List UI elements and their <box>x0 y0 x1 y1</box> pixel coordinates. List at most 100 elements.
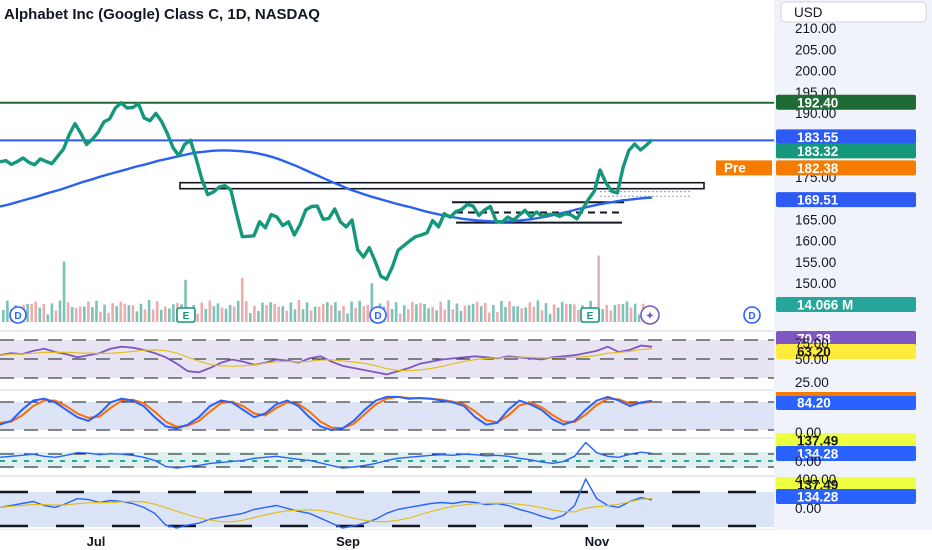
volume-bar <box>70 307 74 322</box>
volume-bar <box>512 306 515 322</box>
cci2-tick-label: 0.00 <box>795 501 821 516</box>
volume-bar <box>261 302 264 322</box>
cci-pane: 0.00 <box>0 441 821 469</box>
event-marker-label: E <box>183 311 190 322</box>
volume-bar <box>107 312 110 322</box>
volume-bar <box>326 302 329 322</box>
volume-bar <box>613 305 617 322</box>
volume-bar <box>597 255 600 322</box>
rsi-tick-label: 50.00 <box>795 352 829 367</box>
cci-tag: 134.28 <box>797 447 839 462</box>
rsi-ma-tag-bg <box>776 344 916 359</box>
volume-bar <box>143 309 147 322</box>
volume-bars <box>2 255 649 322</box>
volume-bar <box>398 313 402 322</box>
volume-bar <box>83 306 86 322</box>
volume-bar <box>451 309 455 322</box>
time-axis-panel[interactable] <box>0 530 932 550</box>
volume-bar <box>536 300 540 322</box>
cci-tag-bg <box>776 433 916 448</box>
volume-bar <box>637 314 641 322</box>
time-tick-label: Nov <box>585 534 610 549</box>
volume-bar <box>236 300 240 322</box>
rsi-ma-tag: 63.20 <box>797 345 831 360</box>
volume-bar <box>508 301 511 322</box>
volume-bar <box>265 305 268 322</box>
dividend-marker <box>743 306 761 324</box>
volume-bar <box>435 310 438 322</box>
volume-bar <box>532 306 536 322</box>
volume-bar <box>168 308 171 322</box>
volume-bar <box>423 303 426 322</box>
volume-bar <box>34 301 37 322</box>
volume-bar <box>147 300 151 322</box>
volume-bar <box>573 304 576 322</box>
volume-bar <box>629 307 633 322</box>
cci2-tag: 134.28 <box>797 490 839 505</box>
level-tag: 183.55 <box>797 130 839 145</box>
volume-bar <box>609 310 613 322</box>
volume-bar <box>479 306 483 322</box>
volume-bar <box>443 309 447 322</box>
currency-selector[interactable]: USD <box>780 1 927 23</box>
cci-tag-bg <box>776 446 916 461</box>
rsi-tag: 70.38 <box>797 332 831 347</box>
volume-bar <box>119 301 123 322</box>
volume-bar <box>560 301 564 322</box>
volume-bar <box>208 300 212 322</box>
volume-bar <box>419 302 422 322</box>
volume-bar <box>115 306 118 322</box>
volume-bar <box>617 303 621 322</box>
volume-bar <box>155 301 159 322</box>
volume-bar <box>386 300 390 322</box>
volume-bar <box>411 302 414 322</box>
volume-bar <box>42 303 46 322</box>
premarket-tag: 182.38 <box>797 161 839 176</box>
stoch-tag: 84.20 <box>797 396 831 411</box>
volume-bar <box>544 303 548 322</box>
rsi-line <box>0 344 653 376</box>
volume-bar <box>415 304 418 322</box>
volume-bar <box>30 303 33 322</box>
volume-bar <box>492 304 495 322</box>
cci-line <box>0 441 653 469</box>
cci2-tick-label: 400.00 <box>795 472 836 487</box>
volume-bar <box>38 307 42 322</box>
volume-bar <box>633 303 637 322</box>
stoch-d-tag <box>776 392 916 396</box>
stoch-k-line <box>0 395 653 432</box>
rsi-tag-bg <box>776 331 916 346</box>
cci-tick-label: 0.00 <box>795 454 821 469</box>
volume-bar <box>253 305 256 322</box>
volume-bar <box>496 311 499 322</box>
volume-bar <box>524 307 528 322</box>
volume-bar <box>455 303 459 322</box>
rsi-tick-label: 25.00 <box>795 375 829 390</box>
volume-bar <box>500 300 503 322</box>
volume-bar <box>342 306 345 322</box>
event-marker-label: D <box>14 311 21 322</box>
volume-bar <box>277 306 280 322</box>
volume-bar <box>483 302 487 322</box>
volume-bar <box>447 300 451 322</box>
range-box <box>179 181 705 190</box>
time-tick-label: Jul <box>87 534 106 549</box>
earnings-marker <box>176 307 196 323</box>
volume-bar <box>224 308 228 322</box>
resistance-tag: 192.40 <box>797 95 838 110</box>
volume-bar <box>407 309 410 322</box>
volume-bar <box>123 303 127 322</box>
dividend-marker <box>369 306 387 324</box>
currency-label[interactable]: USD <box>794 5 823 20</box>
volume-bar <box>556 307 560 322</box>
volume-bar <box>245 301 248 322</box>
volume-bar <box>313 306 317 322</box>
volume-bar <box>520 308 523 322</box>
price-series <box>0 101 654 281</box>
volume-bar <box>62 261 66 322</box>
volume-bar <box>321 303 325 322</box>
volume-bar <box>159 309 163 322</box>
volume-bar <box>285 310 289 322</box>
